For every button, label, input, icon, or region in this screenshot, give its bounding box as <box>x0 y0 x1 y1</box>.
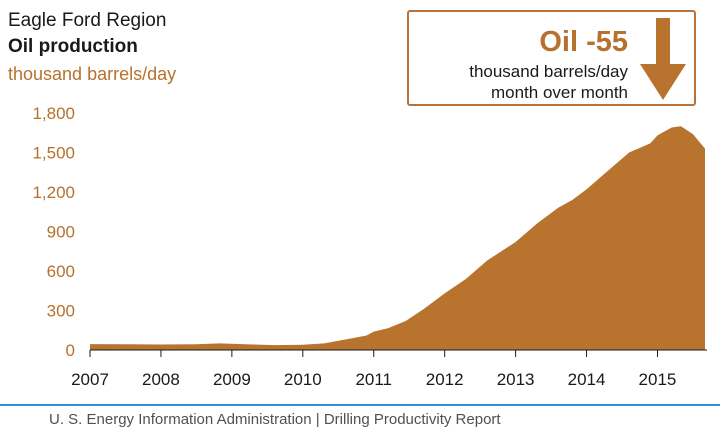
oil-production-chart: 0 300 600 900 1,200 1,500 1,800 2007 2008 2009 201… <box>32 104 707 389</box>
y-tick-label: 1,200 <box>32 183 75 202</box>
x-tick-label: 2014 <box>568 370 606 389</box>
x-tick-label: 2015 <box>639 370 677 389</box>
production-area <box>90 126 705 350</box>
y-tick-label: 900 <box>47 223 75 242</box>
callout-value: Oil -55 <box>539 26 628 58</box>
chart-title-block: Eagle Ford Region Oil production thousan… <box>8 8 176 88</box>
change-callout: Oil -55 thousand barrels/day month over … <box>407 10 696 106</box>
x-tick-label: 2011 <box>355 370 392 389</box>
callout-period: month over month <box>490 83 628 102</box>
region-label: Eagle Ford Region <box>8 10 167 31</box>
callout-unit: thousand barrels/day <box>469 62 628 81</box>
down-arrow-icon <box>640 18 686 100</box>
x-tick-label: 2009 <box>213 370 251 389</box>
y-tick-label: 300 <box>47 302 75 321</box>
y-tick-label: 1,800 <box>32 104 75 123</box>
footer-source: U. S. Energy Information Administration … <box>49 411 501 428</box>
y-tick-label: 600 <box>47 262 75 281</box>
x-tick-label: 2010 <box>284 370 322 389</box>
chart-title: Oil production <box>8 36 138 57</box>
x-tick-label: 2012 <box>426 370 464 389</box>
footer-rule <box>0 404 720 406</box>
x-tick-label: 2013 <box>497 370 535 389</box>
y-tick-label: 1,500 <box>32 144 75 163</box>
x-tick-label: 2008 <box>142 370 180 389</box>
y-tick-label: 0 <box>66 341 75 360</box>
unit-label: thousand barrels/day <box>8 64 177 84</box>
x-tick-label: 2007 <box>71 370 109 389</box>
